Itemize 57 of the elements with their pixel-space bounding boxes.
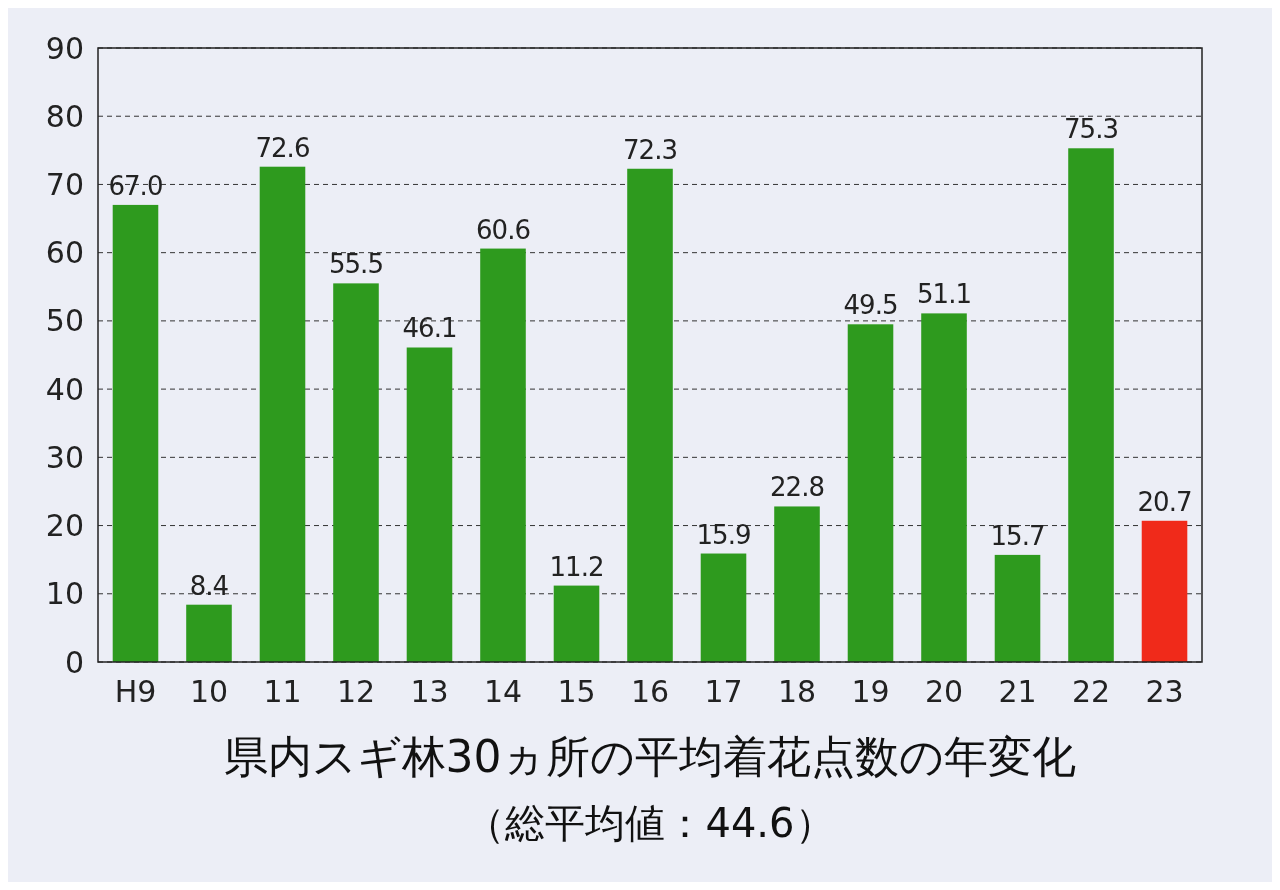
- y-tick-label: 60: [45, 235, 84, 271]
- x-tick-label: 23: [1145, 674, 1184, 709]
- x-tick-label: 12: [336, 674, 376, 709]
- bar: [774, 506, 820, 662]
- data-label: 60.6: [476, 214, 530, 245]
- x-tick-label: 13: [410, 674, 449, 709]
- bar: [700, 553, 747, 662]
- data-label: 20.7: [1137, 486, 1192, 517]
- data-label: 49.5: [843, 290, 898, 321]
- data-label: 75.3: [1064, 114, 1118, 145]
- x-tick-label: 10: [189, 674, 229, 709]
- data-label: 55.5: [329, 249, 383, 280]
- y-tick-label: 40: [45, 371, 84, 407]
- x-tick-label: 20: [924, 674, 964, 709]
- text: 県内スギ林30ヵ所の平均着花点数の年変化: [223, 731, 1077, 782]
- x-tick-label: 21: [998, 674, 1037, 709]
- bar: [406, 347, 453, 662]
- bar: [921, 313, 967, 662]
- text: （総平均値：44.6）: [465, 800, 835, 846]
- y-tick-label: 70: [45, 166, 84, 202]
- x-tick-label: 22: [1071, 674, 1111, 709]
- bar: [112, 204, 159, 662]
- x-tick-label: 17: [704, 674, 743, 709]
- x-tick-label: 11: [263, 674, 302, 709]
- bar: [333, 283, 379, 662]
- y-tick-label: 50: [45, 303, 84, 339]
- bar: [186, 604, 232, 662]
- bar: [847, 324, 894, 662]
- data-label: 46.1: [402, 313, 457, 344]
- x-tick-label: 18: [777, 674, 817, 709]
- bar: [1141, 520, 1188, 662]
- data-label: 51.1: [917, 279, 971, 310]
- data-label: 15.9: [696, 519, 751, 550]
- y-tick-label: 20: [45, 508, 84, 544]
- x-tick-label: 15: [557, 674, 596, 709]
- x-tick-label: 19: [851, 674, 890, 709]
- bar: [627, 168, 673, 662]
- y-tick-label: 90: [45, 30, 84, 66]
- x-tick-label: H9: [114, 674, 157, 709]
- x-tick-label: 14: [483, 674, 523, 709]
- data-label: 15.7: [990, 520, 1045, 551]
- y-tick-label: 80: [45, 98, 84, 134]
- bar: [480, 248, 526, 662]
- y-tick-label: 30: [45, 439, 84, 475]
- bar: [1068, 148, 1114, 662]
- data-label: 11.2: [549, 551, 604, 582]
- bar: [553, 585, 600, 662]
- data-label: 8.4: [189, 570, 229, 601]
- data-label: 67.0: [108, 170, 163, 201]
- y-tick-label: 10: [45, 576, 84, 612]
- data-label: 72.6: [255, 132, 310, 163]
- y-tick-label: 0: [64, 644, 84, 680]
- bar: [259, 166, 306, 662]
- bar: [994, 554, 1041, 662]
- data-label: 72.3: [623, 134, 677, 165]
- x-tick-label: 16: [630, 674, 670, 709]
- data-label: 22.8: [770, 472, 824, 503]
